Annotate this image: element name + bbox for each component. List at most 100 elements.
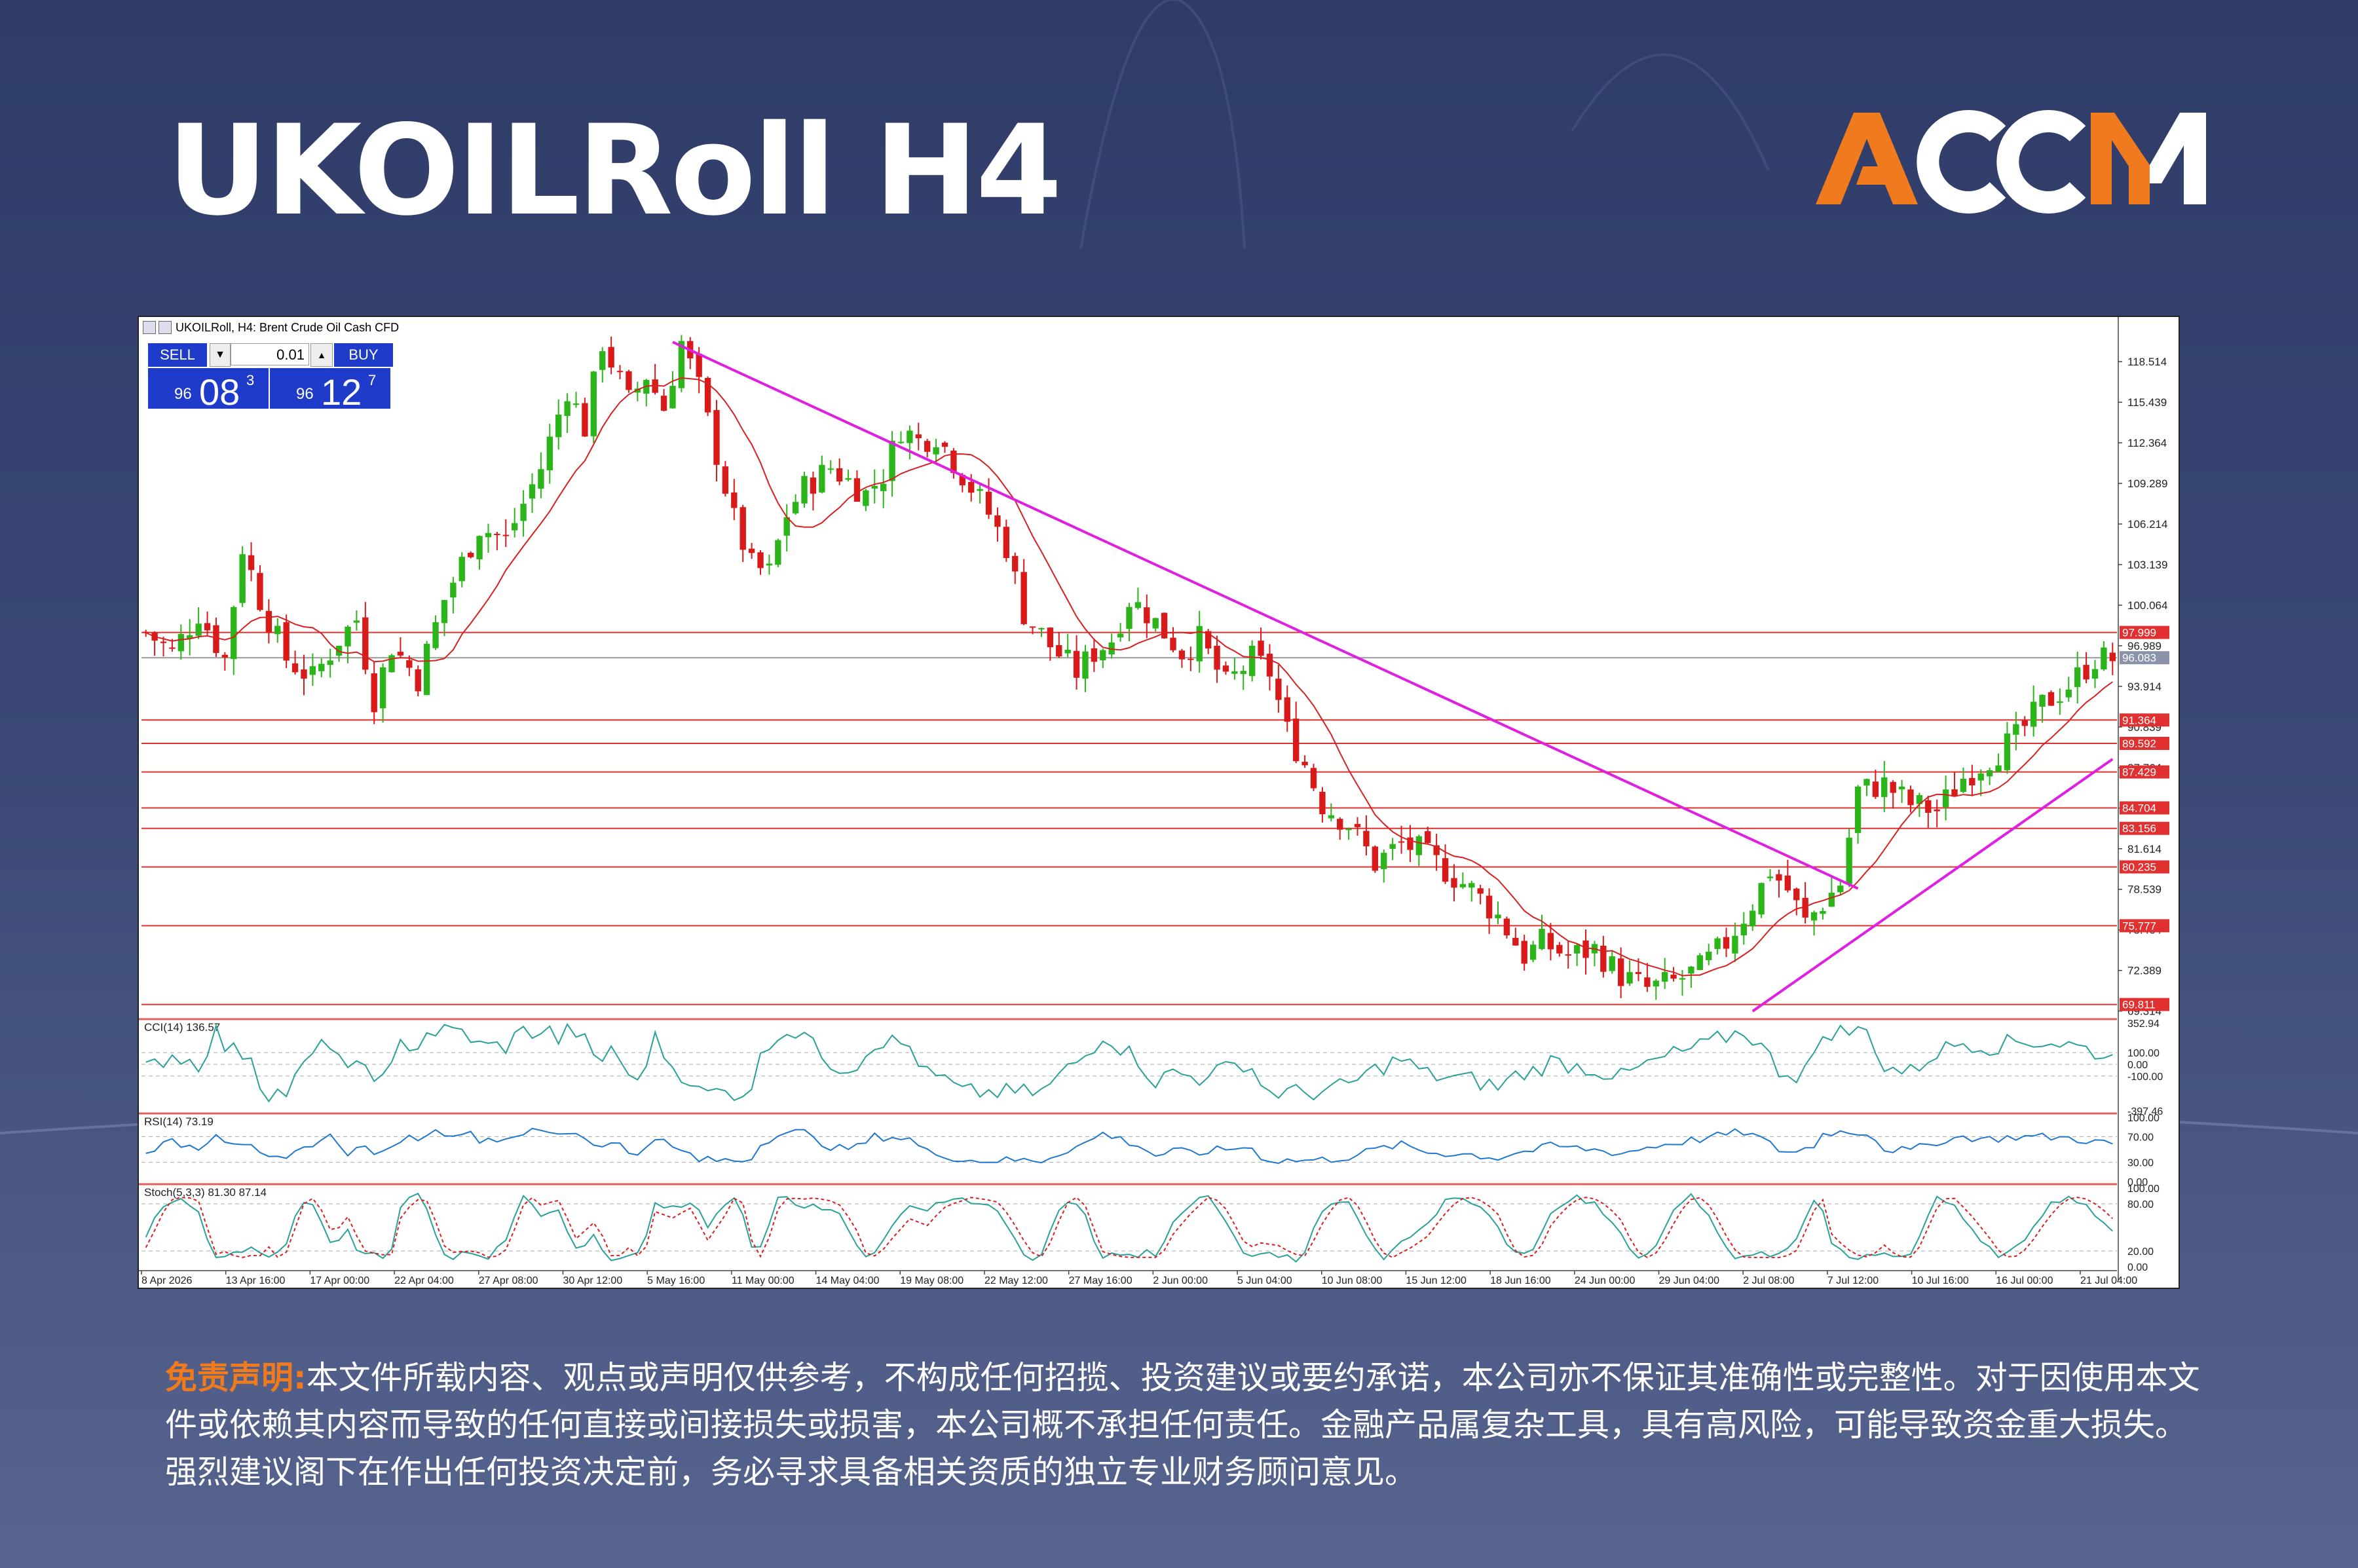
level-price-label: 83.156 — [2122, 823, 2156, 835]
candle-body — [889, 441, 895, 481]
candle-body — [432, 622, 439, 648]
sell-price-display[interactable]: 96 08 3 — [148, 368, 269, 413]
level-price-tag — [2120, 737, 2169, 751]
price-tick-label: 109.289 — [2127, 477, 2167, 490]
candle-body — [529, 484, 536, 499]
candle-body — [1415, 836, 1423, 855]
candle-body — [1152, 618, 1159, 629]
candle-body — [819, 464, 825, 493]
lot-spinner-icon[interactable]: ▲ — [310, 343, 333, 367]
level-price-tag — [2120, 919, 2169, 933]
candle-body — [204, 623, 211, 631]
lot-size-input[interactable]: 0.01 — [231, 343, 309, 365]
candle-body — [187, 635, 193, 639]
candle-body — [1038, 627, 1045, 629]
time-tick-label: 16 Jul 00:00 — [1996, 1275, 2053, 1286]
indicator-axis-label: 100.00 — [2127, 1184, 2160, 1195]
candle-body — [458, 557, 465, 582]
candle-body — [1240, 671, 1246, 675]
candle-body — [1609, 956, 1615, 971]
candle-body — [169, 647, 176, 649]
level-price-label: 89.592 — [2122, 737, 2156, 750]
candle-body — [1670, 975, 1677, 979]
candle-body — [1337, 819, 1343, 830]
candle-body — [1714, 938, 1721, 949]
candle-body — [582, 403, 588, 437]
chart-canvas[interactable]: 118.514 115.439 112.364 109.289 106.214 103.1… — [139, 317, 2179, 1288]
candle-body — [1767, 876, 1774, 878]
candle-body — [660, 396, 667, 411]
indicator-axis-label: 100.00 — [2127, 1048, 2160, 1059]
candle-body — [626, 371, 632, 390]
candle-body — [652, 379, 658, 393]
chart-header: UKOILRoll, H4: Brent Crude Oil Cash CFD — [176, 321, 400, 334]
candle-body — [327, 660, 333, 665]
candle-body — [1020, 572, 1027, 624]
candle-body — [757, 552, 764, 569]
candle-body — [546, 436, 553, 471]
time-tick-label: 2 Jun 00:00 — [1153, 1275, 1208, 1286]
candle-body — [1750, 910, 1756, 927]
candle-body — [836, 468, 843, 482]
candle-body — [1986, 770, 1993, 777]
candle-body — [1960, 779, 1967, 793]
candle-body — [2083, 665, 2089, 680]
candle-body — [1802, 897, 1808, 918]
level-price-tag — [2120, 801, 2169, 815]
candle-body — [2074, 667, 2081, 687]
candle-body — [1679, 978, 1686, 980]
candle-body — [599, 351, 606, 370]
candle-body — [1126, 607, 1132, 629]
buy-button[interactable]: BUY — [334, 343, 393, 367]
disclaimer-text: 本文件所载内容、观点或声明仅供参考，不构成任何招揽、投资建议或要约承诺，本公司亦… — [165, 1359, 2200, 1491]
candle-body — [1178, 650, 1186, 660]
candle-body — [1696, 955, 1703, 970]
candle-body — [379, 667, 386, 709]
candle-body — [239, 554, 246, 603]
candle-body — [1292, 719, 1300, 762]
candle-body — [1222, 665, 1229, 672]
lot-dropdown-arrow-icon[interactable]: ▼ — [210, 343, 231, 367]
chart-menu-icon[interactable] — [143, 321, 156, 334]
accm-logo — [1816, 110, 2206, 214]
price-chart[interactable]: 118.514 115.439 112.364 109.289 106.214 103.1… — [138, 316, 2180, 1289]
time-tick-label: 22 May 12:00 — [984, 1275, 1048, 1286]
buy-price-display[interactable]: 96 12 7 — [270, 368, 390, 413]
candle-body — [345, 626, 351, 646]
candle-body — [810, 477, 817, 494]
chart-window-icon[interactable] — [159, 321, 172, 334]
candle-body — [696, 353, 702, 377]
candle-body — [2065, 689, 2072, 698]
price-tick-label: 118.514 — [2127, 356, 2167, 368]
candle-body — [1582, 940, 1589, 958]
buy-price-small: 96 — [296, 385, 314, 403]
candle-body — [1503, 918, 1510, 936]
candle-body — [248, 555, 255, 570]
price-tick-label: 93.914 — [2127, 681, 2162, 693]
candle-body — [195, 624, 202, 636]
candle-body — [1469, 883, 1475, 888]
price-tick-label: 115.439 — [2127, 396, 2167, 409]
time-tick-label: 18 Jun 16:00 — [1490, 1275, 1551, 1286]
candle-body — [1556, 944, 1563, 954]
sell-button[interactable]: SELL — [148, 343, 207, 367]
candle-body — [731, 492, 738, 508]
candle-body — [1073, 650, 1080, 678]
level-price-label: 91.364 — [2122, 714, 2156, 726]
candle-body — [1003, 527, 1010, 558]
candle-body — [450, 582, 457, 598]
candle-body — [985, 491, 992, 515]
candle-body — [397, 652, 404, 656]
candle-body — [318, 663, 325, 671]
time-tick-label: 27 Apr 08:00 — [479, 1275, 538, 1286]
candle-body — [2039, 694, 2046, 707]
candle-body — [2030, 701, 2037, 727]
sell-price-sup: 3 — [246, 372, 255, 388]
candle-body — [265, 610, 272, 633]
candle-body — [1425, 831, 1431, 844]
price-tick-label: 106.214 — [2127, 518, 2167, 531]
candle-body — [467, 552, 474, 557]
candle-body — [713, 410, 720, 465]
candle-body — [1854, 787, 1862, 833]
candle-body — [1188, 658, 1194, 660]
